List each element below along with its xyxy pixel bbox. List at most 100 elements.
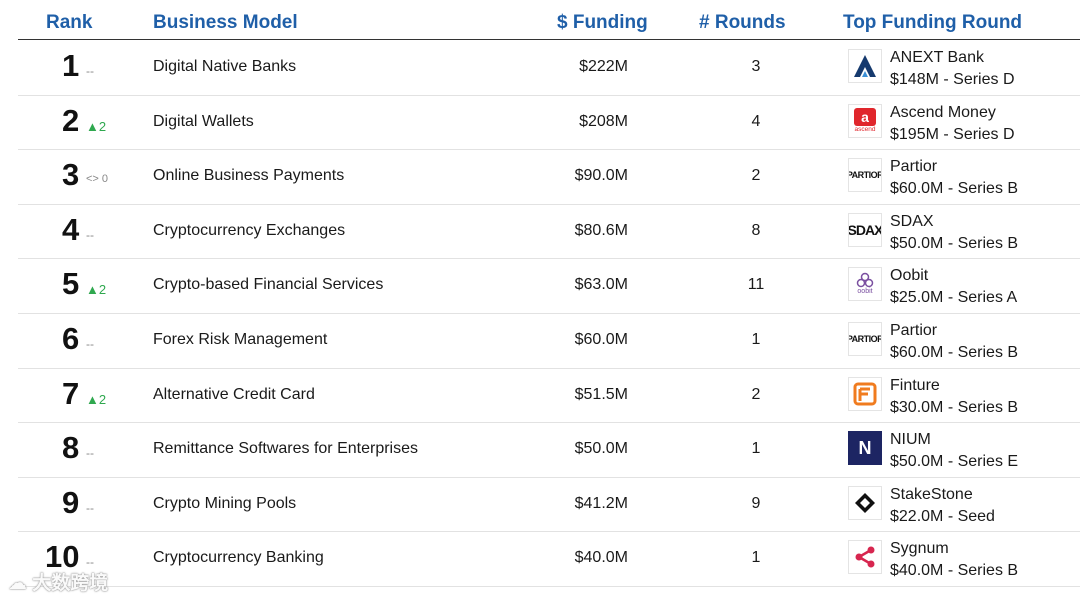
funding-amount: $40.0M <box>574 549 628 567</box>
table-row: 6 -- Forex Risk Management $60.0M 1 PART… <box>18 313 1080 369</box>
company-name: Partior <box>890 322 938 339</box>
company-name: StakeStone <box>890 485 973 503</box>
table-row: 7 ▲2 Alternative Credit Card $51.5M 2 Fi… <box>18 368 1080 424</box>
ascend-logo-icon: a ascend <box>848 103 882 138</box>
top-round-info: SDAX $50.0M - Series B <box>890 211 1018 255</box>
partior-logo-icon: PARTIOR <box>848 158 882 193</box>
top-round-info: Ascend Money $195M - Series D <box>890 102 1015 146</box>
top-round-info: Partior $60.0M - Series B <box>890 320 1018 364</box>
business-model: Crypto Mining Pools <box>153 494 297 512</box>
table-row: 5 ▲2 Crypto-based Financial Services $63… <box>18 258 1080 314</box>
rank-change: ▲2 <box>86 391 107 407</box>
business-model: Cryptocurrency Exchanges <box>153 221 346 239</box>
rank-number: 8 <box>62 430 80 466</box>
company-name: Ascend Money <box>890 103 996 121</box>
table-row: 8 -- Remittance Softwares for Enterprise… <box>18 422 1080 478</box>
funding-amount: $63.0M <box>574 276 628 294</box>
table-row: 2 ▲2 Digital Wallets $208M 4 a ascend As… <box>18 95 1080 151</box>
business-model: Digital Native Banks <box>153 58 297 75</box>
funding-amount: $41.2M <box>574 494 628 512</box>
rank-number: 7 <box>62 375 80 411</box>
rank-number: 10 <box>45 539 80 575</box>
business-model: Forex Risk Management <box>153 331 328 348</box>
company-name: NIUM <box>890 431 931 449</box>
watermark-text: 大数跨境 <box>32 573 109 594</box>
stakestone-logo-icon <box>848 485 882 520</box>
rounds-count: 1 <box>751 331 761 348</box>
funding-header: $ Funding <box>557 12 648 33</box>
rounds-header: # Rounds <box>699 12 786 33</box>
rounds-count: 1 <box>751 440 761 458</box>
rank-change: ▲2 <box>86 118 107 134</box>
rounds-count: 4 <box>751 112 761 130</box>
business-model: Online Business Payments <box>153 167 345 185</box>
round-detail: $50.0M - Series B <box>890 234 1019 252</box>
rounds-count: 11 <box>747 276 765 294</box>
round-detail: $60.0M - Series B <box>890 344 1019 361</box>
watermark: ☁ 大数跨境 <box>8 568 108 595</box>
top-round-info: Partior $60.0M - Series B <box>890 156 1018 200</box>
rank-number: 3 <box>62 157 80 193</box>
table-row: 10 -- Cryptocurrency Banking $40.0M 1 Sy… <box>18 531 1080 587</box>
funding-amount: $208M <box>579 112 628 130</box>
rank-number: 1 <box>62 48 80 83</box>
company-name: Partior <box>890 158 938 176</box>
business-model: Remittance Softwares for Enterprises <box>153 440 418 458</box>
rank-change: -- <box>86 64 94 78</box>
round-detail: $30.0M - Series B <box>890 398 1019 416</box>
top-round-info: NIUM $50.0M - Series E <box>890 429 1018 473</box>
sygnum-logo-icon <box>848 540 882 575</box>
rounds-count: 3 <box>751 58 761 75</box>
business-model-header: Business Model <box>153 12 298 33</box>
company-name: Oobit <box>890 267 929 285</box>
top-round-info: Sygnum $40.0M - Series B <box>890 538 1018 582</box>
oobit-logo-icon: oobit <box>848 267 882 302</box>
rounds-count: 8 <box>751 221 761 239</box>
rank-number: 4 <box>62 211 80 247</box>
round-detail: $148M - Series D <box>890 71 1015 88</box>
top-round-info: Finture $30.0M - Series B <box>890 375 1018 419</box>
business-model: Alternative Credit Card <box>153 385 315 403</box>
rounds-count: 1 <box>751 549 761 567</box>
finture-logo-icon <box>848 376 882 411</box>
company-name: Sygnum <box>890 540 949 558</box>
company-name: SDAX <box>890 212 934 230</box>
top-funding-round-header: Top Funding Round <box>843 12 1023 33</box>
funding-amount: $80.6M <box>574 221 628 239</box>
rounds-count: 2 <box>751 167 761 185</box>
rank-change: -- <box>86 227 94 242</box>
rank-change: <> 0 <box>86 173 109 186</box>
rank-header: Rank <box>46 12 93 33</box>
funding-amount: $90.0M <box>574 167 628 185</box>
table-row: 3 <> 0 Online Business Payments $90.0M 2… <box>18 149 1080 205</box>
rank-number: 5 <box>62 266 80 302</box>
nium-logo-icon: N <box>848 431 882 466</box>
sdax-logo-icon: SDAX <box>848 212 882 247</box>
funding-amount: $51.5M <box>574 385 628 403</box>
business-model: Cryptocurrency Banking <box>153 549 324 567</box>
round-detail: $22.0M - Seed <box>890 507 995 525</box>
rank-number: 6 <box>62 321 80 356</box>
business-model: Digital Wallets <box>153 112 254 130</box>
business-model: Crypto-based Financial Services <box>153 276 384 294</box>
funding-amount: $60.0M <box>574 331 628 348</box>
round-detail: $50.0M - Series E <box>890 453 1019 471</box>
table-row: 4 -- Cryptocurrency Exchanges $80.6M 8 S… <box>18 204 1080 260</box>
rank-change: -- <box>86 555 94 570</box>
rank-change: -- <box>86 446 94 461</box>
table-header: Rank Business Model $ Funding # Rounds T… <box>18 0 1080 40</box>
rank-change: -- <box>86 500 94 515</box>
rounds-count: 9 <box>751 494 761 512</box>
round-detail: $40.0M - Series B <box>890 562 1019 580</box>
table-row: 1 -- Digital Native Banks $222M 3 ANEXT … <box>18 40 1080 96</box>
rounds-count: 2 <box>751 385 761 403</box>
rank-change: ▲2 <box>86 282 107 298</box>
company-name: ANEXT Bank <box>890 49 984 66</box>
top-round-info: Oobit $25.0M - Series A <box>890 265 1017 309</box>
watermark-logo-icon: ☁ <box>8 573 33 594</box>
round-detail: $60.0M - Series B <box>890 180 1019 198</box>
top-round-info: ANEXT Bank $148M - Series D <box>890 47 1015 91</box>
table-row: 9 -- Crypto Mining Pools $41.2M 9 StakeS… <box>18 477 1080 533</box>
partior-logo-icon: PARTIOR <box>848 322 882 356</box>
anext-logo-icon <box>848 49 882 83</box>
